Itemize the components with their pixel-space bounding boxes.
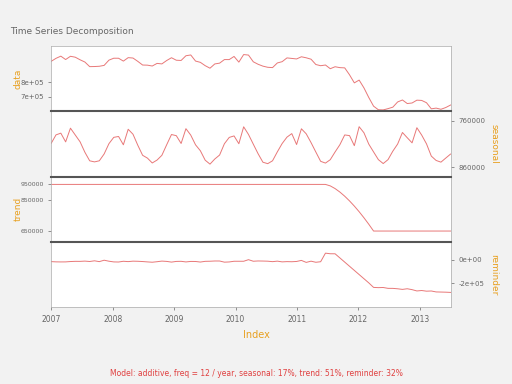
Text: reminder: reminder xyxy=(489,254,499,295)
Text: seasonal: seasonal xyxy=(489,124,499,164)
Text: data: data xyxy=(13,68,23,89)
Text: Model: additive, freq = 12 / year, seasonal: 17%, trend: 51%, reminder: 32%: Model: additive, freq = 12 / year, seaso… xyxy=(110,369,402,378)
Text: trend: trend xyxy=(13,197,23,222)
Text: Time Series Decomposition: Time Series Decomposition xyxy=(10,27,134,36)
Text: Index: Index xyxy=(243,330,269,340)
